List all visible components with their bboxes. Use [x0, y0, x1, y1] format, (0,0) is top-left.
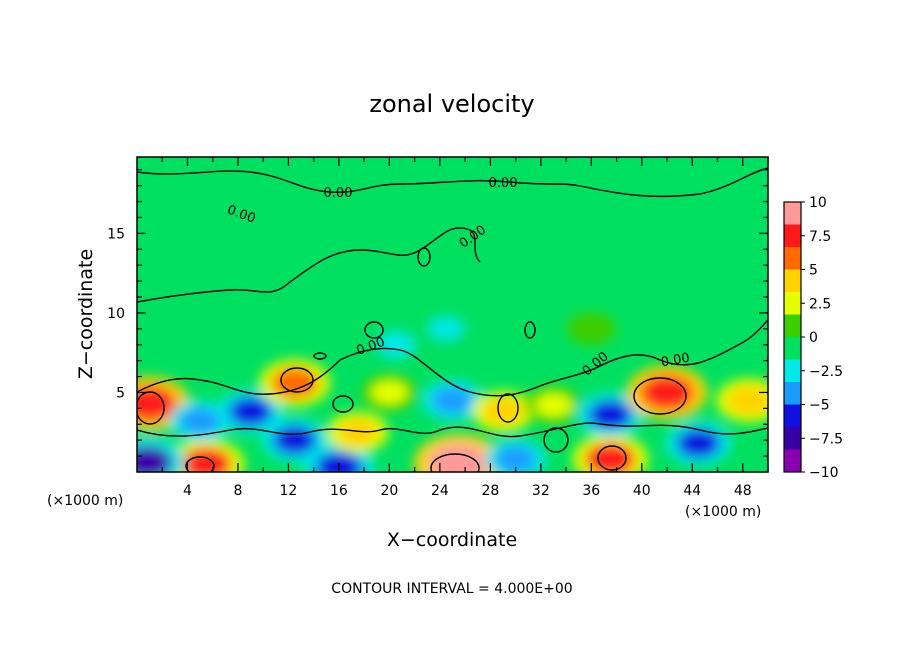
colorbar-segment [784, 224, 801, 248]
heatmap-cell-peak [585, 442, 636, 472]
x-tick-label: 32 [532, 483, 550, 499]
colorbar-label: −10 [809, 465, 839, 481]
heatmap-blobs [137, 311, 768, 472]
contour-ring [633, 377, 687, 415]
contour-label: 0.00 [660, 351, 691, 371]
colorbar-label: −5 [809, 398, 830, 414]
heatmap-cell-peak [428, 444, 489, 472]
colorbar [783, 201, 802, 473]
contour-ring [597, 445, 627, 471]
contour-ring [543, 427, 569, 453]
contour-label: 0.00 [489, 176, 518, 191]
contour-ring [497, 393, 519, 423]
contour-interval-note: CONTOUR INTERVAL = 4.000E+00 [331, 581, 572, 597]
colorbar-segment [784, 292, 801, 315]
colorbar-label: −7.5 [809, 431, 843, 447]
plot-frame [136, 156, 769, 473]
x-unit-right: (×1000 m) [685, 504, 761, 520]
contour-ring [137, 391, 165, 425]
heatmap-cell-peak [676, 428, 721, 458]
heatmap-cell-peak [272, 425, 317, 455]
heatmap-cell-peak [428, 317, 464, 341]
chart-title: zonal velocity [369, 90, 534, 118]
heatmap-cell-peak [137, 445, 173, 472]
heatmap-cell-peak [588, 400, 633, 430]
contour-ring [185, 456, 215, 472]
colorbar-label: 5 [809, 263, 818, 279]
y-tick-label: 10 [107, 306, 125, 322]
heatmap-cell-peak [370, 380, 409, 405]
y-tick-labels: 5 10 15 [107, 226, 125, 401]
colorbar-segment [784, 404, 801, 428]
x-unit-left: (×1000 m) [47, 493, 123, 509]
colorbar-segment [784, 382, 801, 405]
heatmap-cell-peak [315, 451, 363, 472]
colorbar-segment [784, 337, 801, 360]
colorbar-segment [784, 202, 801, 225]
x-tick-label: 40 [633, 483, 651, 499]
contour-ring [332, 395, 354, 413]
x-tick-label: 8 [233, 483, 242, 499]
colorbar-segment [784, 449, 801, 473]
contour-ring [313, 352, 327, 360]
contour-ring [430, 453, 480, 472]
colorbar-segment [784, 427, 801, 450]
colorbar-label: 0 [809, 330, 818, 346]
colorbar-label: 10 [809, 195, 827, 211]
contour-lines [137, 167, 768, 472]
colorbar-label: 7.5 [809, 229, 831, 245]
contour-ring [524, 321, 536, 339]
colorbar-segment [784, 314, 801, 338]
x-tick-label: 24 [431, 483, 449, 499]
x-tick-label: 12 [280, 483, 298, 499]
contour-line-bottom [137, 422, 768, 438]
heatmap-cell-peak [534, 392, 573, 418]
x-tick-labels: 4 8 12 16 20 24 28 32 36 40 44 48 [183, 483, 752, 499]
colorbar-label: −2.5 [809, 364, 843, 380]
x-axis-label: X−coordinate [387, 529, 517, 551]
colorbar-segment [784, 359, 801, 383]
heatmap-cell-peak [727, 385, 768, 415]
contour-line-lower [137, 319, 768, 397]
y-axis-label: Z−coordinate [75, 249, 97, 379]
x-tick-label: 20 [380, 483, 398, 499]
x-tick-label: 28 [481, 483, 499, 499]
heatmap-cell-peak [181, 447, 232, 472]
contour-line-middle [137, 227, 481, 303]
contour-line-upper [137, 167, 768, 198]
heatmap-cell-peak [179, 407, 221, 435]
x-tick-label: 16 [330, 483, 348, 499]
heatmap-cell-peak [228, 397, 273, 427]
heatmap-cell-peak [337, 418, 379, 446]
y-tick-label: 5 [116, 385, 125, 401]
heatmap-cell-peak [574, 317, 608, 340]
heatmap-cell-peak [482, 398, 524, 426]
axis-ticks [137, 157, 769, 472]
contour-ring [364, 321, 384, 339]
x-tick-label: 44 [683, 483, 701, 499]
contour-ring [280, 367, 314, 393]
x-tick-label: 36 [582, 483, 600, 499]
heatmap-cell-peak [432, 386, 473, 414]
colorbar-label: 2.5 [809, 296, 831, 312]
colorbar-segment [784, 247, 801, 270]
heatmap-cell-peak [495, 445, 536, 472]
y-tick-label: 15 [107, 226, 125, 242]
colorbar-segment [784, 269, 801, 293]
heatmap-cell-peak [640, 374, 694, 411]
colorbar-labels: 10 7.5 5 2.5 0 −2.5 −5 −7.5 −10 [801, 195, 843, 481]
contour-label: 0.00 [324, 186, 353, 201]
x-tick-label: 48 [734, 483, 752, 499]
contour-ring [417, 247, 431, 267]
x-tick-label: 4 [183, 483, 192, 499]
heatmap-field: 0.000.000.000.000.000.00 0.00 [137, 157, 768, 472]
heatmap-cell-peak [137, 385, 177, 422]
